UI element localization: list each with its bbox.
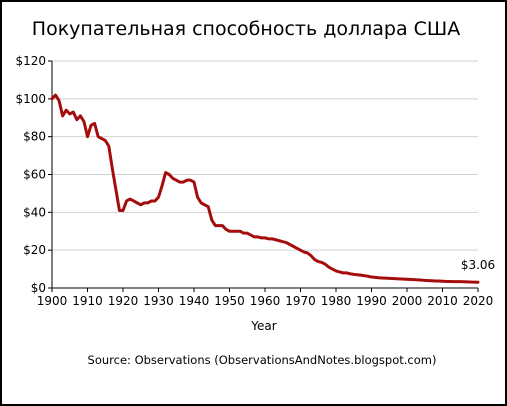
x-tick-label: 1940 — [179, 294, 210, 308]
y-tick-label: $120 — [15, 54, 46, 68]
x-tick-label: 1980 — [321, 294, 352, 308]
series-line — [50, 93, 480, 284]
source-note: Source: Observations (ObservationsAndNot… — [88, 353, 437, 367]
series-lines — [50, 93, 480, 284]
end-value-annotation: $3.06 — [461, 258, 495, 272]
x-tick-label: 1990 — [356, 294, 387, 308]
x-tick-label: 1900 — [37, 294, 68, 308]
y-tick-label: $40 — [23, 205, 46, 219]
y-tick-label: $60 — [23, 168, 46, 182]
x-axis-title: Year — [250, 319, 276, 333]
y-tick-label: $80 — [23, 130, 46, 144]
x-tick-label: 2000 — [392, 294, 423, 308]
x-tick-label: 1960 — [250, 294, 281, 308]
x-tick-label: 2020 — [463, 294, 494, 308]
x-tick-label: 2010 — [427, 294, 458, 308]
chart-title: Покупательная способность доллара США — [32, 18, 460, 40]
y-tick-label: $100 — [15, 92, 46, 106]
x-tick-label: 1910 — [72, 294, 103, 308]
x-tick-label: 1950 — [214, 294, 245, 308]
tick-labels: $0 $20 $40 $60 $80 $100 $120 1900 1910 1920 1930 19… — [15, 54, 493, 308]
x-tick-label: 1920 — [108, 294, 139, 308]
y-tick-label: $0 — [31, 281, 46, 295]
grid-lines — [52, 60, 478, 251]
y-tick-label: $20 — [23, 243, 46, 257]
x-tick-label: 1970 — [285, 294, 316, 308]
x-tick-label: 1930 — [143, 294, 174, 308]
